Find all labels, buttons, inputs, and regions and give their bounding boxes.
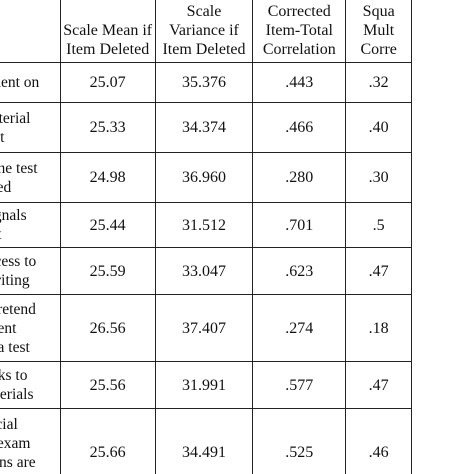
item-label-cell: breaks to d materials bbox=[0, 361, 61, 409]
header-corrected-correlation: Corrected Item-Total Correlation bbox=[252, 0, 347, 63]
corrected-correlation-cell: .274 bbox=[252, 294, 347, 362]
squared-multiple-cell: .30 bbox=[345, 152, 412, 203]
table-row: after the test ired 24.98 36.960 .280 .3… bbox=[0, 152, 412, 203]
scale-variance-cell: 31.512 bbox=[154, 202, 254, 248]
scale-variance-cell: 34.374 bbox=[154, 102, 254, 153]
scale-mean-cell: 25.59 bbox=[59, 247, 156, 295]
item-label-cell: y signals t bbox=[0, 202, 61, 248]
scale-mean-cell: 25.66 bbox=[59, 408, 156, 474]
corrected-correlation-cell: .466 bbox=[252, 102, 347, 153]
item-label-cell: e to pretend udent ring a test bbox=[0, 294, 61, 362]
scale-variance-cell: 36.960 bbox=[154, 152, 254, 203]
item-label-cell: ed access to re writing bbox=[0, 247, 61, 295]
scale-variance-cell: 37.407 bbox=[154, 294, 254, 362]
scale-variance-cell: 34.491 bbox=[154, 408, 254, 474]
squared-multiple-cell: .47 bbox=[345, 247, 412, 295]
header-squared-multiple: Squa Mult Corre bbox=[345, 0, 412, 63]
item-total-statistics-table: Scale Mean if Item Deleted Scale Varianc… bbox=[0, 0, 412, 474]
scale-variance-cell: 33.047 bbox=[154, 247, 254, 295]
header-scale-variance: Scale Variance if Item Deleted bbox=[154, 0, 254, 63]
scale-variance-cell: 31.991 bbox=[154, 361, 254, 409]
table-row: d material st 25.33 34.374 .466 .40 bbox=[0, 102, 412, 153]
scale-mean-cell: 25.44 bbox=[59, 202, 156, 248]
table-row: er student on 25.07 35.376 .443 .32 bbox=[0, 62, 412, 103]
item-label-cell: er student on bbox=[0, 62, 61, 103]
table-row: breaks to d materials 25.56 31.991 .577 … bbox=[0, 361, 412, 409]
squared-multiple-cell: .46 bbox=[345, 408, 412, 474]
item-label-cell: pecial rred exam nditions are met bbox=[0, 408, 61, 474]
squared-multiple-cell: .40 bbox=[345, 102, 412, 153]
corrected-correlation-cell: .577 bbox=[252, 361, 347, 409]
table-row: e to pretend udent ring a test 26.56 37.… bbox=[0, 294, 412, 362]
item-label-cell: d material st bbox=[0, 102, 61, 153]
scale-mean-cell: 25.07 bbox=[59, 62, 156, 103]
table-row: ed access to re writing 25.59 33.047 .62… bbox=[0, 247, 412, 295]
corrected-correlation-cell: .443 bbox=[252, 62, 347, 103]
squared-multiple-cell: .5 bbox=[345, 202, 412, 248]
corrected-correlation-cell: .280 bbox=[252, 152, 347, 203]
header-scale-mean: Scale Mean if Item Deleted bbox=[59, 0, 156, 63]
scale-variance-cell: 35.376 bbox=[154, 62, 254, 103]
table-row: pecial rred exam nditions are met 25.66 … bbox=[0, 408, 412, 474]
corrected-correlation-cell: .525 bbox=[252, 408, 347, 474]
squared-multiple-cell: .47 bbox=[345, 361, 412, 409]
scale-mean-cell: 25.33 bbox=[59, 102, 156, 153]
squared-multiple-cell: .18 bbox=[345, 294, 412, 362]
header-item-label bbox=[0, 0, 61, 63]
item-label-cell: after the test ired bbox=[0, 152, 61, 203]
scale-mean-cell: 25.56 bbox=[59, 361, 156, 409]
header-row: Scale Mean if Item Deleted Scale Varianc… bbox=[0, 0, 412, 63]
scale-mean-cell: 26.56 bbox=[59, 294, 156, 362]
squared-multiple-cell: .32 bbox=[345, 62, 412, 103]
corrected-correlation-cell: .623 bbox=[252, 247, 347, 295]
table-row: y signals t 25.44 31.512 .701 .5 bbox=[0, 202, 412, 248]
scale-mean-cell: 24.98 bbox=[59, 152, 156, 203]
corrected-correlation-cell: .701 bbox=[252, 202, 347, 248]
